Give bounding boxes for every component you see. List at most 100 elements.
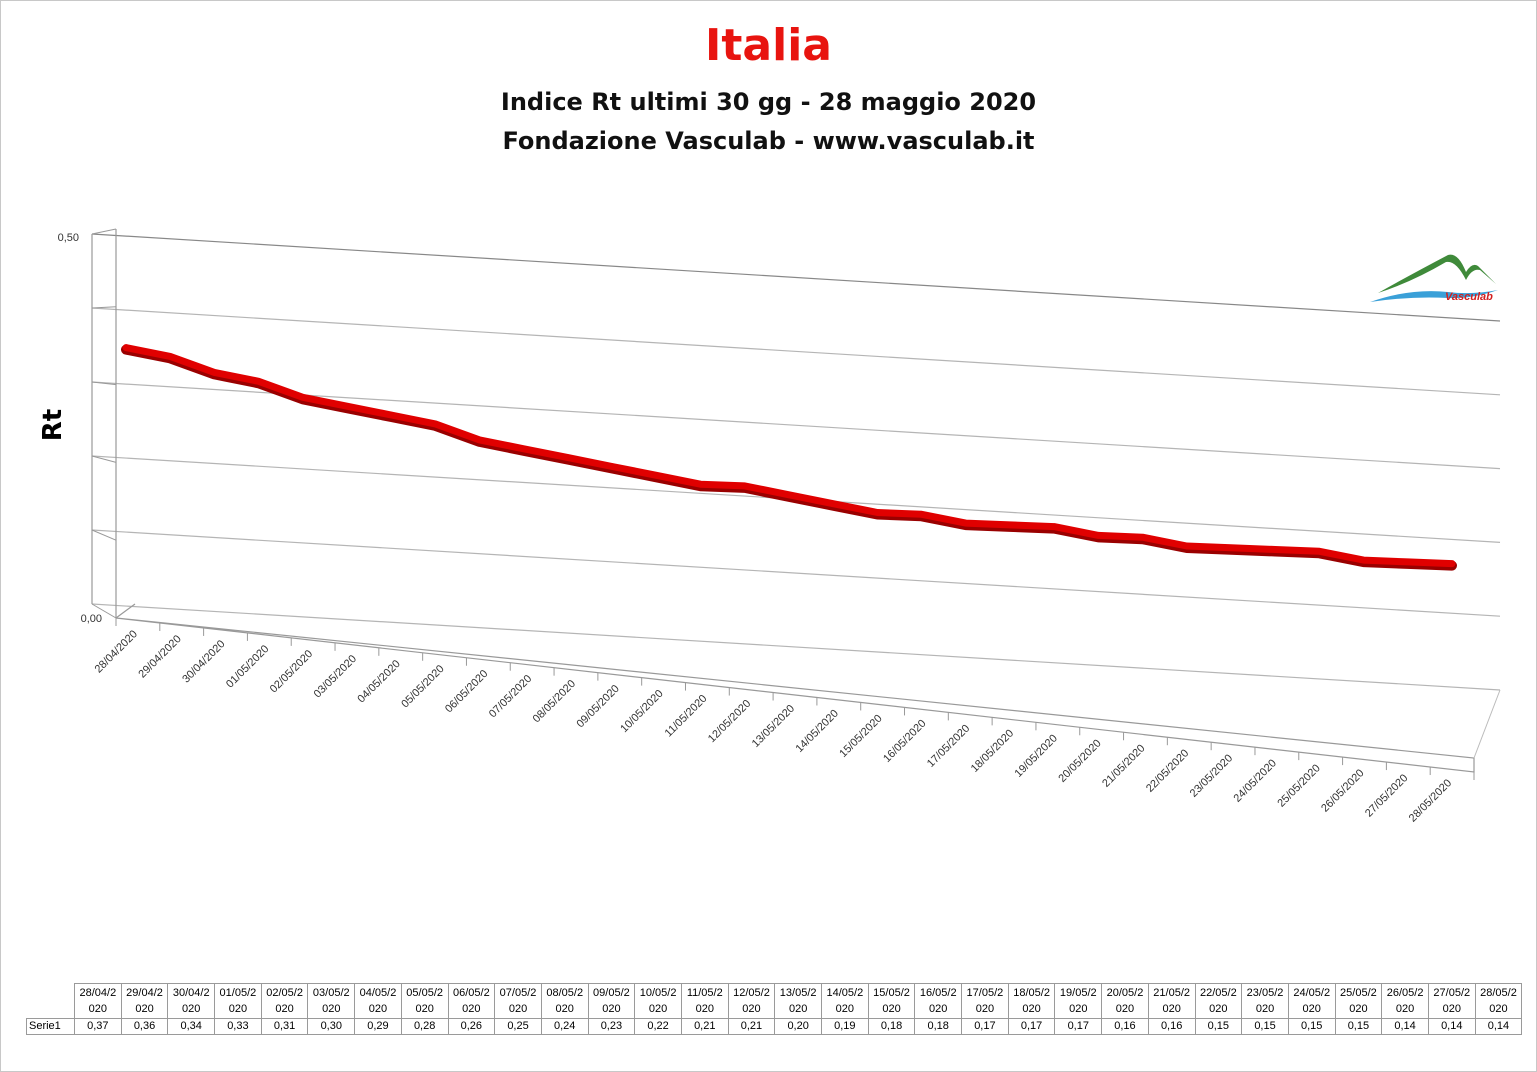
x-tick-label: 23/05/2020: [1188, 752, 1235, 799]
table-header-cell: 20/05/2 020: [1101, 983, 1149, 1019]
table-cell: 0,20: [774, 1018, 822, 1035]
table-header-text: 23/05/2: [1246, 987, 1284, 999]
table-header-text: 020: [88, 1003, 108, 1015]
table-header-cell: 07/05/2 020: [494, 983, 542, 1019]
table-header-text: 16/05/2: [919, 987, 957, 999]
table-header-text: 020: [1489, 1003, 1508, 1015]
data-point: [520, 445, 527, 452]
table-header-text: 29/04/2: [126, 987, 163, 999]
floor-edge: [115, 617, 1475, 773]
table-header-cell: 13/05/2 020: [774, 983, 822, 1019]
data-point: [830, 500, 837, 507]
y-axis-tick: [91, 228, 117, 235]
table-header-text: 01/05/2: [219, 987, 257, 999]
table-header-text: 020: [135, 1003, 154, 1015]
table-header-text: 020: [648, 1003, 668, 1015]
x-tick-label: 01/05/2020: [224, 643, 271, 690]
table-header-text: 13/05/2: [779, 987, 817, 999]
data-point: [1095, 532, 1102, 539]
data-table: 28/04/2 020 29/04/2 020 30/04/2 020 01/05/2 020…: [26, 983, 1523, 1035]
table-cell: 0,36: [120, 1018, 169, 1035]
table-header-text: 020: [462, 1003, 481, 1015]
x-tick-label: 17/05/2020: [925, 723, 972, 770]
table-header-text: 06/05/2: [452, 987, 490, 999]
table-header-text: 020: [1162, 1003, 1181, 1015]
table-header-text: 020: [368, 1003, 388, 1015]
table-header-cell: 12/05/2 020: [727, 983, 776, 1019]
table-cell: 0,31: [260, 1018, 309, 1035]
table-header-cell: 04/05/2 020: [354, 983, 402, 1019]
data-point: [653, 472, 660, 479]
table-header-text: 07/05/2: [499, 987, 537, 999]
x-tick-label: 15/05/2020: [837, 713, 884, 760]
table-header-text: 09/05/2: [593, 987, 630, 999]
table-header-cell: 01/05/2 020: [214, 983, 262, 1019]
table-cell: 0,34: [167, 1018, 216, 1035]
data-point: [785, 491, 793, 498]
table-header-text: 20/05/2: [1106, 987, 1144, 999]
table-cell: 0,21: [680, 1018, 729, 1035]
grid-line: [91, 529, 1501, 617]
table-header-cell: 24/05/2 020: [1287, 983, 1336, 1019]
table-cell: 0,21: [727, 1018, 776, 1035]
table-header-cell: 17/05/2 020: [961, 983, 1009, 1019]
table-cell: 0,37: [74, 1018, 122, 1035]
table-header-text: 020: [1022, 1003, 1041, 1015]
table-header-cell: 06/05/2 020: [447, 983, 496, 1019]
data-point: [1006, 521, 1014, 529]
y-axis-tick: [91, 455, 117, 463]
table-header-text: 020: [322, 1003, 341, 1015]
table-corner: [27, 984, 75, 1019]
table-header-cell: 18/05/2 020: [1007, 983, 1056, 1019]
data-point: [255, 378, 262, 385]
axes: [91, 228, 1501, 773]
logo-mountain: [1378, 254, 1496, 293]
x-tick-label: 04/05/2020: [355, 658, 402, 705]
table-header-text: 05/05/2: [406, 987, 443, 999]
table-header-text: 19/05/2: [1059, 987, 1097, 999]
x-tick-label: 21/05/2020: [1100, 742, 1147, 789]
table-header-text: 10/05/2: [639, 987, 677, 999]
table-header-cell: 05/05/2 020: [400, 983, 449, 1019]
data-point: [962, 519, 969, 527]
series-line-group: [121, 344, 1457, 571]
table-row-label: Serie1: [26, 1018, 75, 1035]
data-point: [343, 403, 351, 410]
x-tick-label: 02/05/2020: [268, 648, 315, 695]
table-header-cell: 21/05/2 020: [1147, 983, 1196, 1019]
data-point: [299, 394, 306, 401]
table-header-text: 15/05/2: [873, 987, 910, 999]
table-cell: 0,33: [214, 1018, 262, 1035]
table-header-text: 21/05/2: [1153, 987, 1190, 999]
table-header-text: 020: [1349, 1003, 1368, 1015]
table-header-text: 020: [1115, 1003, 1135, 1015]
table-header-text: 020: [882, 1003, 901, 1015]
table-header-text: 020: [415, 1003, 434, 1015]
table-header-text: 14/05/2: [826, 987, 864, 999]
x-tick-labels: 28/04/202029/04/202030/04/202001/05/2020…: [93, 618, 1475, 825]
table-header-text: 020: [602, 1003, 621, 1015]
table-header-text: 020: [1302, 1003, 1321, 1015]
table-header-cell: 19/05/2 020: [1054, 983, 1103, 1019]
table-header-text: 18/05/2: [1013, 987, 1050, 999]
logo-wave: [1370, 290, 1498, 302]
table-header-cell: 23/05/2 020: [1241, 983, 1289, 1019]
x-tick-label: 10/05/2020: [618, 688, 665, 735]
table-header-text: 020: [1255, 1003, 1275, 1015]
y-tick-label-max: 0,50: [58, 232, 79, 244]
table-cell: 0,26: [447, 1018, 496, 1035]
data-point: [1183, 542, 1191, 550]
x-tick-label: 20/05/2020: [1056, 737, 1103, 784]
table-header-text: 020: [1209, 1003, 1228, 1015]
x-tick-label: 27/05/2020: [1363, 772, 1410, 819]
x-tick-label: 07/05/2020: [487, 673, 534, 720]
data-point: [741, 482, 748, 490]
table-header-cell: 26/05/2 020: [1381, 983, 1429, 1019]
table-header-text: 27/05/2: [1433, 987, 1471, 999]
table-header-text: 02/05/2: [266, 987, 303, 999]
x-tick-label: 11/05/2020: [663, 693, 710, 740]
table-header-cell: 16/05/2 020: [914, 983, 963, 1019]
data-point: [1139, 534, 1146, 541]
table-header-text: 020: [1442, 1003, 1461, 1015]
x-tick-label: 19/05/2020: [1013, 732, 1060, 779]
